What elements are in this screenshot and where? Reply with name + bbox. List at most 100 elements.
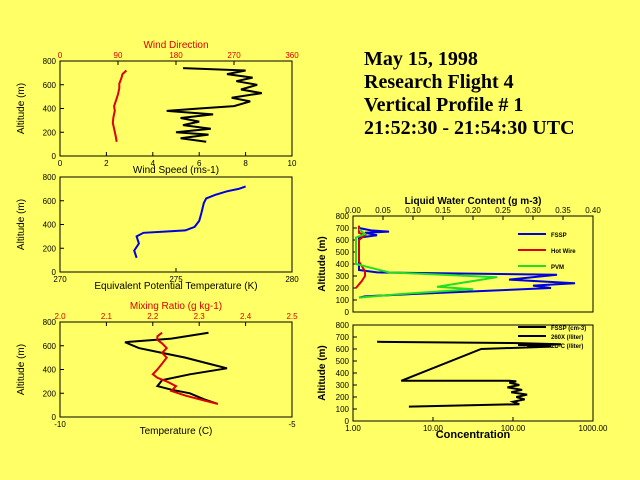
- theta_e-xtick-label: 275: [169, 275, 183, 284]
- temp_mr-top-tick-label: 2.5: [286, 312, 298, 321]
- conc-ytick-label: 100: [336, 405, 350, 414]
- temp_mr-ytick-label: 400: [43, 366, 57, 375]
- temp_mr-ytick-label: 0: [52, 413, 57, 422]
- lwc-ytick-label: 100: [336, 296, 350, 305]
- temp_mr-xtick-label: -10: [54, 420, 66, 429]
- conc-ytick-label: 600: [336, 345, 350, 354]
- lwc-top-tick-label: 0.05: [375, 206, 391, 215]
- conc-xtick-label: 1.00: [345, 424, 361, 433]
- theta_e-ytick-label: 0: [52, 268, 57, 277]
- lwc-title: Liquid Water Content (g m-3): [405, 196, 542, 207]
- wind-xtick-label: 2: [104, 159, 109, 168]
- theta_e-ytick-label: 200: [43, 244, 57, 253]
- temp_mr-top-tick-label: 2.0: [54, 312, 66, 321]
- lwc-top-tick-label: 0.15: [435, 206, 451, 215]
- lwc-ytick-label: 700: [336, 224, 350, 233]
- theta_e-ytick-label: 800: [43, 173, 57, 182]
- wind-ytick-label: 0: [52, 152, 57, 161]
- conc-ytick-label: 200: [336, 393, 350, 402]
- lwc-series-hot-wire: [355, 225, 367, 289]
- lwc-legend-label: FSSP: [551, 233, 567, 239]
- temp_mr-ytick-label: 200: [43, 389, 57, 398]
- lwc-ytick-label: 300: [336, 272, 350, 281]
- lwc-top-tick-label: 0.25: [495, 206, 511, 215]
- wind-top-tick-label: 180: [169, 51, 183, 60]
- temp_mr-series-temperature: [124, 331, 228, 405]
- theta_e-ytick-label: 600: [43, 197, 57, 206]
- lwc-top-tick-label: 0.20: [465, 206, 481, 215]
- lwc-ytick-label: 500: [336, 248, 350, 257]
- wind-xlabel: Wind Speed (ms-1): [133, 165, 219, 176]
- wind-xtick-label: 10: [288, 159, 297, 168]
- wind-top-tick-label: 0: [58, 51, 63, 60]
- temp_mr-ytick-label: 600: [43, 342, 57, 351]
- lwc-top-tick-label: 0.40: [585, 206, 601, 215]
- temp_mr-xlabel: Temperature (C): [140, 426, 213, 437]
- conc-xtick-label: 1000.00: [579, 424, 608, 433]
- wind-plot-frame: [59, 60, 293, 157]
- conc-xlabel: Concentration: [436, 429, 511, 441]
- conc-legend-label: 2D-C (/liter): [551, 344, 583, 350]
- theta_e-xlabel: Equivalent Potential Temperature (K): [94, 281, 257, 292]
- theta_e-xtick-label: 280: [285, 275, 299, 284]
- temp_mr-top-tick-label: 2.2: [147, 312, 159, 321]
- wind-series-wind-speed: [166, 67, 262, 143]
- conc-ytick-label: 400: [336, 369, 350, 378]
- conc-ytick-label: 300: [336, 381, 350, 390]
- theta_e-plot-frame: [59, 176, 293, 273]
- lwc-series-fssp: [358, 227, 576, 299]
- theta_e-ylabel: Altitude (m): [16, 199, 27, 250]
- wind-series-wind-direction: [111, 69, 128, 142]
- temp_mr-ytick-label: 800: [43, 318, 57, 327]
- flight-date: May 15, 1998: [364, 48, 478, 70]
- wind-top-label: Wind Direction: [143, 40, 208, 51]
- lwc-legend-label: Hot Wire: [551, 249, 576, 255]
- lwc-ytick-label: 400: [336, 260, 350, 269]
- lwc-plot-frame: [352, 215, 594, 313]
- theta_e-ytick-label: 400: [43, 221, 57, 230]
- lwc-series-pvm: [355, 228, 498, 299]
- wind-xtick-label: 0: [58, 159, 63, 168]
- lwc-ylabel: Altitude (m): [317, 236, 328, 292]
- theta_e-xtick-label: 270: [53, 275, 67, 284]
- lwc-ytick-label: 800: [336, 212, 350, 221]
- wind-ytick-label: 600: [43, 81, 57, 90]
- lwc-top-tick-label: 0.00: [345, 206, 361, 215]
- temp_mr-xtick-label: -5: [288, 420, 296, 429]
- conc-ylabel: Altitude (m): [317, 345, 328, 401]
- lwc-ytick-label: 600: [336, 236, 350, 245]
- wind-top-tick-label: 360: [285, 51, 299, 60]
- wind-top-tick-label: 90: [114, 51, 123, 60]
- conc-series-fssp-cm-3-: [377, 340, 562, 408]
- lwc-top-tick-label: 0.30: [525, 206, 541, 215]
- lwc-ytick-label: 200: [336, 284, 350, 293]
- wind-ytick-label: 800: [43, 57, 57, 66]
- theta_e-series-theta-e: [133, 185, 246, 259]
- conc-ytick-label: 700: [336, 333, 350, 342]
- temp_mr-top-tick-label: 2.3: [194, 312, 206, 321]
- flight-info-title: May 15, 1998 Research Flight 4 Vertical …: [364, 48, 575, 140]
- temp_mr-plot-frame: [59, 321, 293, 418]
- wind-ytick-label: 200: [43, 128, 57, 137]
- conc-ytick-label: 0: [345, 417, 350, 426]
- wind-xtick-label: 6: [197, 159, 202, 168]
- lwc-top-tick-label: 0.10: [405, 206, 421, 215]
- lwc-legend-label: PVM: [551, 265, 564, 271]
- conc-legend-label: 260X (/liter): [551, 335, 583, 341]
- flight-number: Research Flight 4: [364, 71, 514, 93]
- conc-ytick-label: 500: [336, 357, 350, 366]
- wind-top-tick-label: 270: [227, 51, 241, 60]
- lwc-top-tick-label: 0.35: [555, 206, 571, 215]
- wind-xtick-label: 8: [243, 159, 248, 168]
- wind-ylabel: Altitude (m): [16, 83, 27, 134]
- wind-ytick-label: 400: [43, 105, 57, 114]
- conc-legend-label: FSSP (cm-3): [551, 326, 586, 332]
- conc-xtick-label: 100.00: [501, 424, 526, 433]
- temp_mr-top-label: Mixing Ratio (g kg-1): [130, 301, 222, 312]
- temp_mr-top-tick-label: 2.4: [240, 312, 252, 321]
- conc-ytick-label: 800: [336, 321, 350, 330]
- wind-xtick-label: 4: [151, 159, 156, 168]
- temp_mr-ylabel: Altitude (m): [16, 344, 27, 395]
- profile-number: Vertical Profile # 1: [364, 94, 524, 116]
- time-range: 21:52:30 - 21:54:30 UTC: [364, 117, 575, 139]
